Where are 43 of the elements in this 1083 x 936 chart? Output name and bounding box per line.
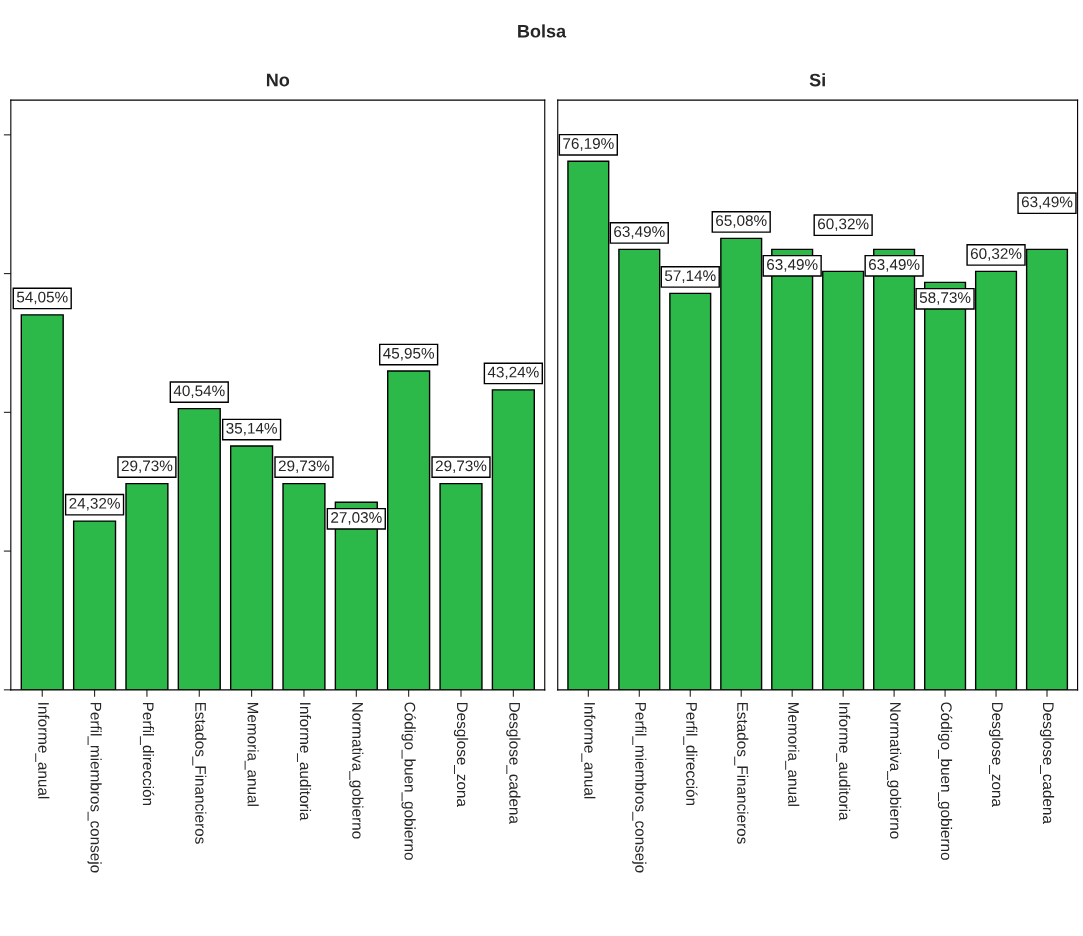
data-label: 24,32% xyxy=(69,497,120,511)
x-tick-label: Informe_auditoria xyxy=(296,703,312,821)
data-label: 29,73% xyxy=(278,460,330,474)
data-label: 57,14% xyxy=(664,270,716,283)
data-label: 54,05% xyxy=(16,291,68,305)
data-label: 63,49% xyxy=(868,259,920,272)
data-label: 63,49% xyxy=(767,259,818,272)
data-label: 58,73% xyxy=(919,292,971,305)
data-label: 45,95% xyxy=(383,347,435,361)
x-tick-label: Perfil_dirección xyxy=(683,702,698,806)
chart-title: Si xyxy=(809,73,825,87)
x-tick-label: Perfil_miembros_consejo xyxy=(87,702,102,873)
x-tick-label: Informe_auditoria xyxy=(836,703,851,821)
data-label: 60,32% xyxy=(818,218,869,232)
data-label: 29,73% xyxy=(121,460,173,474)
x-tick-label: Informe_anual xyxy=(35,703,50,799)
text: Bolsa xyxy=(518,24,567,38)
x-tick-label: Perfil_dirección xyxy=(139,702,155,806)
data-label: 60,32% xyxy=(970,248,1022,261)
x-tick-label: Perfil_miembros_consejo xyxy=(632,702,647,873)
x-tick-label: Estados_Financieros xyxy=(734,702,749,844)
x-tick-label: Desglose_cadena xyxy=(506,702,521,824)
x-tick-label: Memoria_anual xyxy=(244,702,259,806)
x-tick-label: Informe_anual xyxy=(581,703,596,799)
x-tick-label: Estados_Financieros xyxy=(192,702,207,844)
x-tick-label: Desglose_zona xyxy=(988,702,1004,807)
x-tick-label: Normativa_gobierno xyxy=(886,702,902,839)
x-tick-label: Desglose_zona xyxy=(453,702,469,807)
data-label: 27,03% xyxy=(331,512,382,525)
x-tick-label: Normativa_gobierno xyxy=(349,702,364,839)
data-label: 40,54% xyxy=(173,385,225,399)
x-tick-label: Desglose_cadena xyxy=(1039,702,1055,824)
data-label: 63,49% xyxy=(1021,196,1073,210)
data-label: 65,08% xyxy=(716,215,767,228)
data-label: 35,14% xyxy=(226,422,277,436)
data-label: 76,19% xyxy=(563,138,614,151)
x-tick-label: Código_buen_gobierno xyxy=(401,702,416,860)
chart-title: No xyxy=(266,73,290,87)
x-tick-label: Código_buen_gobierno xyxy=(937,702,953,860)
x-tick-label: Memoria_anual xyxy=(785,702,800,806)
data-label: 63,49% xyxy=(614,226,665,239)
data-label: 29,73% xyxy=(435,460,487,474)
data-label: 43,24% xyxy=(487,366,539,380)
